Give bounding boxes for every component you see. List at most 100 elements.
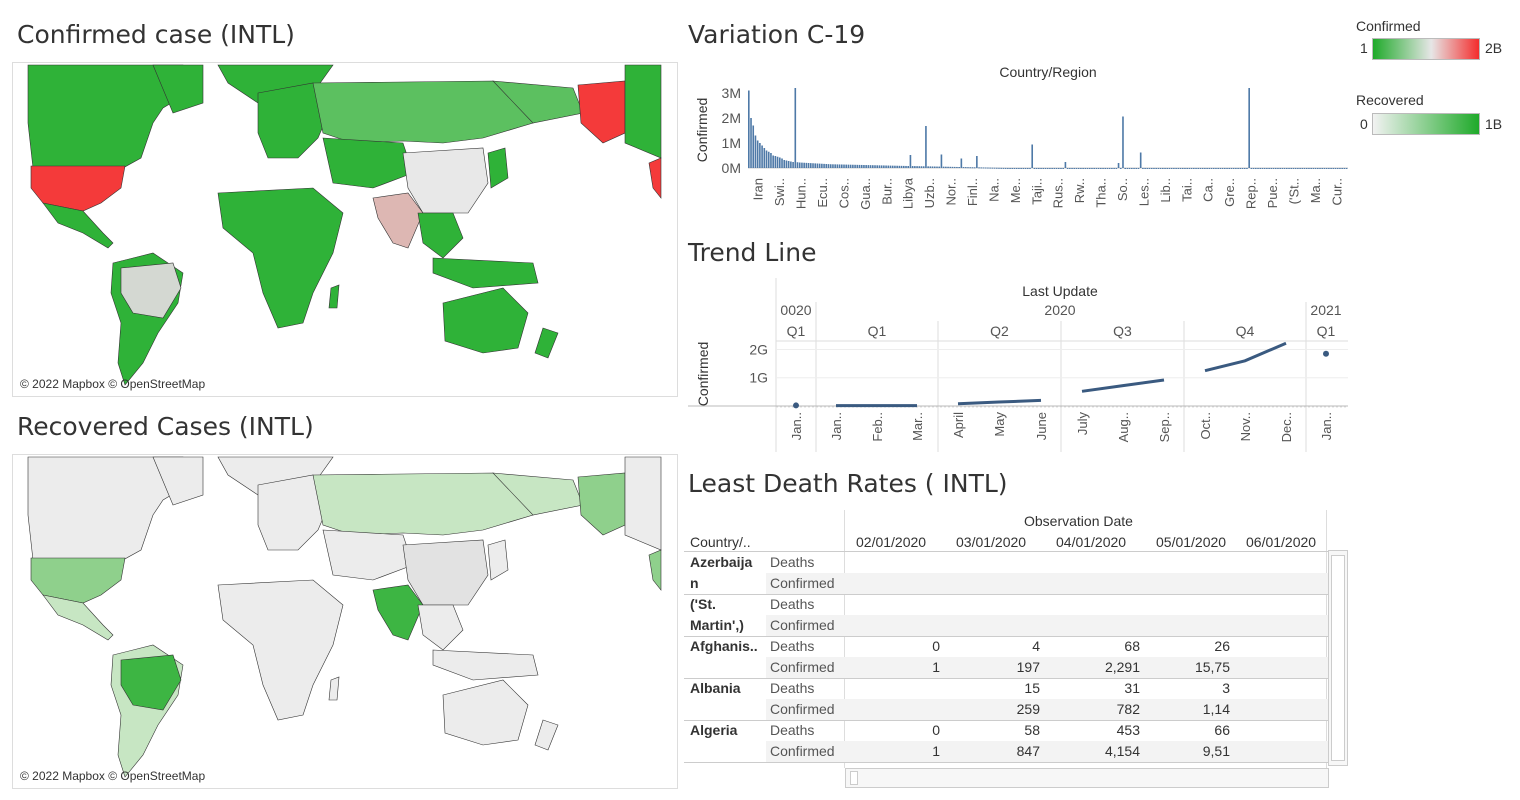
bar <box>863 165 865 168</box>
bar <box>809 163 812 168</box>
table-vertical-scrollbar[interactable] <box>1328 550 1348 766</box>
bar <box>1144 167 1146 169</box>
table-value: 1 <box>932 743 940 759</box>
bar <box>1239 167 1242 169</box>
bar <box>987 167 989 169</box>
bar <box>1266 167 1268 169</box>
bar <box>916 166 918 168</box>
map-credit[interactable]: © 2022 Mapbox © OpenStreetMap <box>20 377 206 391</box>
bar <box>798 162 801 168</box>
bar <box>796 162 799 168</box>
bar <box>785 160 788 168</box>
confirmed-legend-max: 2B <box>1485 40 1503 56</box>
bar <box>1002 167 1005 169</box>
bar <box>1252 167 1255 169</box>
bar <box>1336 167 1339 169</box>
bar <box>1102 167 1104 169</box>
bar <box>998 167 1000 169</box>
trend-chart-title: Last Update <box>1022 283 1098 299</box>
bar <box>1091 167 1093 169</box>
bar-chart-title: Country/Region <box>999 64 1096 80</box>
bar <box>792 162 794 168</box>
table-value: 0 <box>932 722 940 738</box>
trend-line-chart[interactable]: Last Update 0020 2020 2021 Q1 Q1 Q2 Q3 Q4 Q1 Confi… <box>688 278 1352 452</box>
trend-chart-ylabel: Confirmed <box>695 342 711 407</box>
bar <box>1248 88 1250 168</box>
bar <box>896 165 898 168</box>
bar <box>1332 167 1335 169</box>
bar <box>1159 167 1162 169</box>
bar <box>1334 167 1337 169</box>
bar <box>991 167 994 169</box>
map-credit[interactable]: © 2022 Mapbox © OpenStreetMap <box>20 769 206 783</box>
table-date-header: 04/01/2020 <box>1056 534 1127 550</box>
bar <box>1007 167 1009 169</box>
bar <box>772 155 774 168</box>
bar <box>967 167 969 169</box>
bar <box>825 164 828 168</box>
bar-chart-xtick: Na.. <box>986 178 1001 202</box>
bar <box>761 145 763 168</box>
bar <box>869 165 872 168</box>
bar-chart-xtick: Rus.. <box>1051 178 1066 208</box>
bar <box>1201 167 1204 169</box>
bar-chart-xtick: Bur.. <box>879 178 894 205</box>
least-death-table[interactable]: Observation Date Country/.. 02/01/2020 03/0… <box>684 510 1329 768</box>
trend-ytick: 1G <box>749 370 768 386</box>
bar <box>1031 144 1034 168</box>
table-measure-confirmed: Confirmed <box>770 575 835 591</box>
table-country: Azerbaija <box>690 554 753 570</box>
recovered-map-canvas[interactable] <box>13 455 677 788</box>
bar <box>927 166 929 168</box>
table-row-header: Country/.. <box>690 534 751 550</box>
bar <box>909 155 912 168</box>
bar-chart-ytick: 1M <box>722 135 741 151</box>
bar <box>1250 167 1253 169</box>
bar <box>1080 167 1082 169</box>
bar <box>1330 167 1332 169</box>
confirmed-cases-map[interactable]: © 2022 Mapbox © OpenStreetMap <box>12 62 678 397</box>
variation-bar-chart[interactable]: Country/Region Confirmed 3M 2M 1M 0M Iran Swi..… <box>688 60 1352 225</box>
bar <box>1009 167 1011 169</box>
trend-month-label: Sep.. <box>1157 412 1172 442</box>
bar <box>867 165 870 168</box>
table-country: Afghanis.. <box>690 638 758 654</box>
trend-quarter-label: Q3 <box>1113 323 1132 339</box>
bar-chart-xtick: Lib.. <box>1158 178 1173 203</box>
bar <box>1288 167 1290 169</box>
table-vertical-scroll-thumb[interactable] <box>1331 555 1345 761</box>
bar <box>1033 167 1036 169</box>
bar <box>1053 167 1056 169</box>
bar <box>756 140 759 168</box>
recovered-cases-map[interactable]: © 2022 Mapbox © OpenStreetMap <box>12 454 678 789</box>
bar <box>1243 167 1246 169</box>
bar <box>767 151 770 168</box>
bar <box>1150 167 1153 169</box>
table-measure-confirmed: Confirmed <box>770 617 835 633</box>
bar <box>1146 167 1149 169</box>
bar <box>860 164 863 168</box>
bar <box>1177 167 1180 169</box>
table-date-header: 06/01/2020 <box>1246 534 1317 550</box>
bar <box>940 154 943 168</box>
bar-chart-xtick: Rep.. <box>1244 178 1259 209</box>
bar <box>980 167 983 169</box>
bar <box>1113 167 1115 169</box>
confirmed-map-canvas[interactable] <box>13 63 677 396</box>
bar <box>865 165 867 168</box>
bar <box>750 118 752 168</box>
table-value: 4,154 <box>1104 743 1140 759</box>
bar <box>1290 167 1293 169</box>
bar <box>1095 167 1098 169</box>
bar <box>1188 167 1191 169</box>
table-date-header: 02/01/2020 <box>856 534 927 550</box>
table-row-band <box>766 699 1329 720</box>
bar <box>1204 167 1206 169</box>
bar <box>1097 167 1100 169</box>
bar <box>1184 167 1186 169</box>
bar <box>1257 167 1259 169</box>
table-horizontal-scroll-thumb[interactable] <box>850 771 858 785</box>
variation-title: Variation C-19 <box>688 20 866 49</box>
bar <box>787 161 790 168</box>
table-horizontal-scrollbar[interactable] <box>845 768 1329 788</box>
